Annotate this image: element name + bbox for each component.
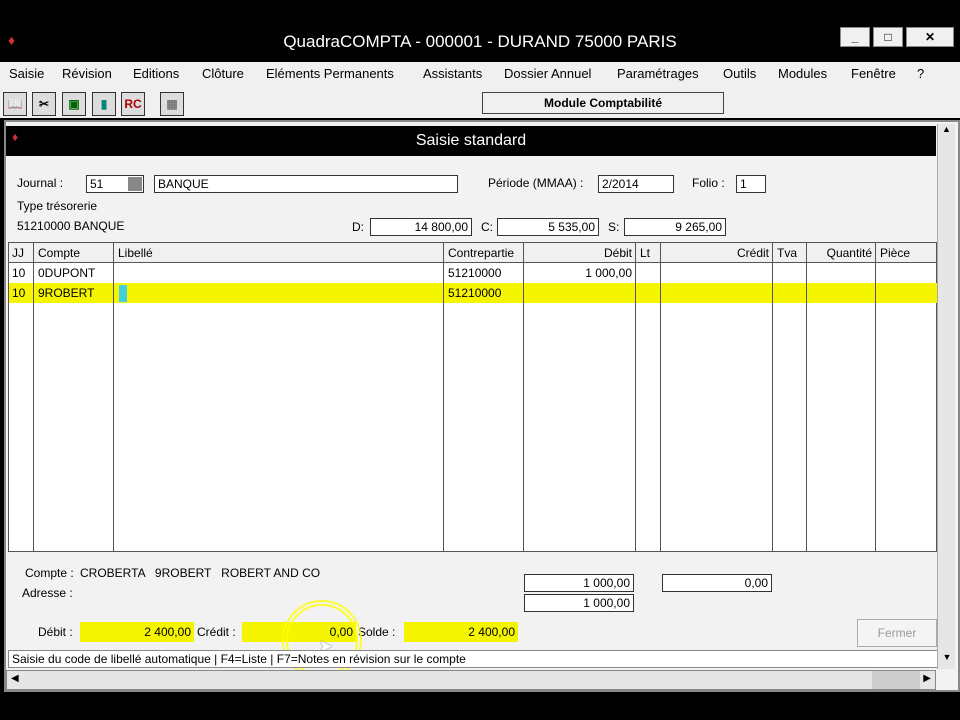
menu-revision[interactable]: Révision bbox=[62, 66, 112, 81]
row1-jj[interactable]: 10 bbox=[12, 266, 26, 280]
scroll-right-icon[interactable]: ▶ bbox=[923, 673, 931, 684]
module-indicator: Module Comptabilité bbox=[482, 92, 724, 114]
menu-elements-permanents[interactable]: Eléments Permanents bbox=[266, 66, 394, 81]
app-icon: ♦ bbox=[8, 32, 16, 48]
header-lt[interactable]: Lt bbox=[640, 246, 651, 260]
compte-value: CROBERTA 9ROBERT ROBERT AND CO bbox=[80, 566, 321, 580]
type-value: 51210000 BANQUE bbox=[17, 219, 125, 233]
row1-debit[interactable]: 1 000,00 bbox=[585, 266, 632, 280]
selected-row-highlight bbox=[9, 283, 937, 303]
journal-code: 51 bbox=[90, 177, 104, 191]
menu-saisie[interactable]: Saisie bbox=[9, 66, 45, 81]
d-label: D: bbox=[352, 220, 364, 234]
grid-header bbox=[9, 243, 936, 263]
periode-value: 2/2014 bbox=[602, 177, 639, 191]
scroll-up-icon[interactable]: ▲ bbox=[942, 124, 951, 134]
vertical-scrollbar[interactable]: ▲ bbox=[937, 124, 955, 669]
minimize-button[interactable]: _ bbox=[840, 27, 870, 47]
c-label: C: bbox=[481, 220, 493, 234]
compte-debit: 2 400,00 bbox=[80, 622, 194, 642]
compte-label: Compte : bbox=[25, 566, 74, 580]
menu-outils[interactable]: Outils bbox=[723, 66, 757, 81]
compte-solde: 2 400,00 bbox=[404, 622, 518, 642]
app-title: QuadraCOMPTA - 000001 - DURAND 75000 PAR… bbox=[283, 32, 677, 51]
debit-label: Débit : bbox=[38, 625, 73, 639]
book-icon[interactable]: 📖 bbox=[3, 92, 27, 116]
row2-contrepartie[interactable]: 51210000 bbox=[448, 286, 502, 300]
header-piece[interactable]: Pièce bbox=[880, 246, 911, 260]
header-credit[interactable]: Crédit bbox=[736, 246, 769, 260]
journal-label: Journal : bbox=[17, 176, 64, 190]
app-title-bar: QuadraCOMPTA - 000001 - DURAND 75000 PAR… bbox=[0, 24, 960, 60]
window-title-text: Saisie standard bbox=[415, 132, 527, 149]
calculator-icon[interactable]: ▦ bbox=[160, 92, 184, 116]
menu-bar: Saisie Révision Editions Clôture Elément… bbox=[0, 62, 960, 86]
screen-icon[interactable]: ▣ bbox=[62, 92, 86, 116]
window-title: Saisie standard bbox=[6, 126, 936, 156]
header-quantite[interactable]: Quantité bbox=[826, 246, 872, 260]
row2-compte[interactable]: 9ROBERT bbox=[38, 286, 95, 300]
menu-assistants[interactable]: Assistants bbox=[423, 66, 483, 81]
tools-icon[interactable]: ✂ bbox=[32, 92, 56, 116]
periode-label: Période (MMAA) : bbox=[488, 176, 584, 190]
menu-dossier-annuel[interactable]: Dossier Annuel bbox=[504, 66, 592, 81]
s-total: 9 265,00 bbox=[624, 218, 726, 236]
window-icon: ♦ bbox=[12, 130, 19, 144]
adresse-label: Adresse : bbox=[22, 586, 73, 600]
header-tva[interactable]: Tva bbox=[777, 246, 798, 260]
journal-name: BANQUE bbox=[158, 177, 209, 191]
folio-value: 1 bbox=[740, 177, 747, 191]
periode-field[interactable]: 2/2014 bbox=[598, 175, 674, 193]
folio-field[interactable]: 1 bbox=[736, 175, 766, 193]
header-compte[interactable]: Compte bbox=[38, 246, 81, 260]
menu-modules[interactable]: Modules bbox=[778, 66, 828, 81]
menu-parametrages[interactable]: Paramétrages bbox=[617, 66, 699, 81]
scroll-down-icon[interactable]: ▼ bbox=[942, 652, 952, 662]
journal-dropdown-button[interactable] bbox=[128, 177, 142, 191]
d-total: 14 800,00 bbox=[370, 218, 472, 236]
libelle-text-cursor[interactable] bbox=[119, 285, 127, 302]
credit-label: Crédit : bbox=[197, 625, 236, 639]
row1-contrepartie[interactable]: 51210000 bbox=[448, 266, 502, 280]
fermer-button[interactable]: Fermer bbox=[857, 619, 937, 647]
menu-editions[interactable]: Editions bbox=[133, 66, 180, 81]
c-total: 5 535,00 bbox=[497, 218, 599, 236]
row1-compte[interactable]: 0DUPONT bbox=[38, 266, 96, 280]
scroll-thumb[interactable] bbox=[872, 671, 920, 689]
header-contrepartie[interactable]: Contrepartie bbox=[448, 246, 515, 260]
folio-label: Folio : bbox=[692, 176, 725, 190]
row2-jj[interactable]: 10 bbox=[12, 286, 26, 300]
menu-fenetre[interactable]: Fenêtre bbox=[851, 66, 896, 81]
s-label: S: bbox=[608, 220, 620, 234]
journal-name-field[interactable]: BANQUE bbox=[154, 175, 458, 193]
close-button[interactable]: ✕ bbox=[906, 27, 954, 47]
type-label: Type trésorerie bbox=[17, 199, 98, 213]
status-text: Saisie du code de libellé automatique | … bbox=[12, 652, 466, 666]
scroll-left-icon[interactable]: ◀ bbox=[11, 673, 19, 684]
header-jj[interactable]: JJ bbox=[12, 246, 24, 260]
maximize-button[interactable]: □ bbox=[873, 27, 903, 47]
header-debit[interactable]: Débit bbox=[603, 246, 632, 260]
total-debit: 1 000,00 bbox=[524, 574, 634, 592]
menu-cloture[interactable]: Clôture bbox=[202, 66, 244, 81]
header-libelle[interactable]: Libellé bbox=[118, 246, 153, 260]
total-difference: 1 000,00 bbox=[524, 594, 634, 612]
status-bar: Saisie du code de libellé automatique | … bbox=[8, 650, 938, 668]
entry-grid: JJ Compte Libellé Contrepartie Débit Lt … bbox=[8, 242, 937, 552]
horizontal-scrollbar[interactable]: ◀ ▶ bbox=[6, 670, 936, 690]
ledger-icon[interactable]: ▮ bbox=[92, 92, 116, 116]
menu-help[interactable]: ? bbox=[917, 66, 925, 81]
total-credit: 0,00 bbox=[662, 574, 772, 592]
solde-label: Solde : bbox=[358, 625, 396, 639]
rc-icon[interactable]: RC bbox=[121, 92, 145, 116]
